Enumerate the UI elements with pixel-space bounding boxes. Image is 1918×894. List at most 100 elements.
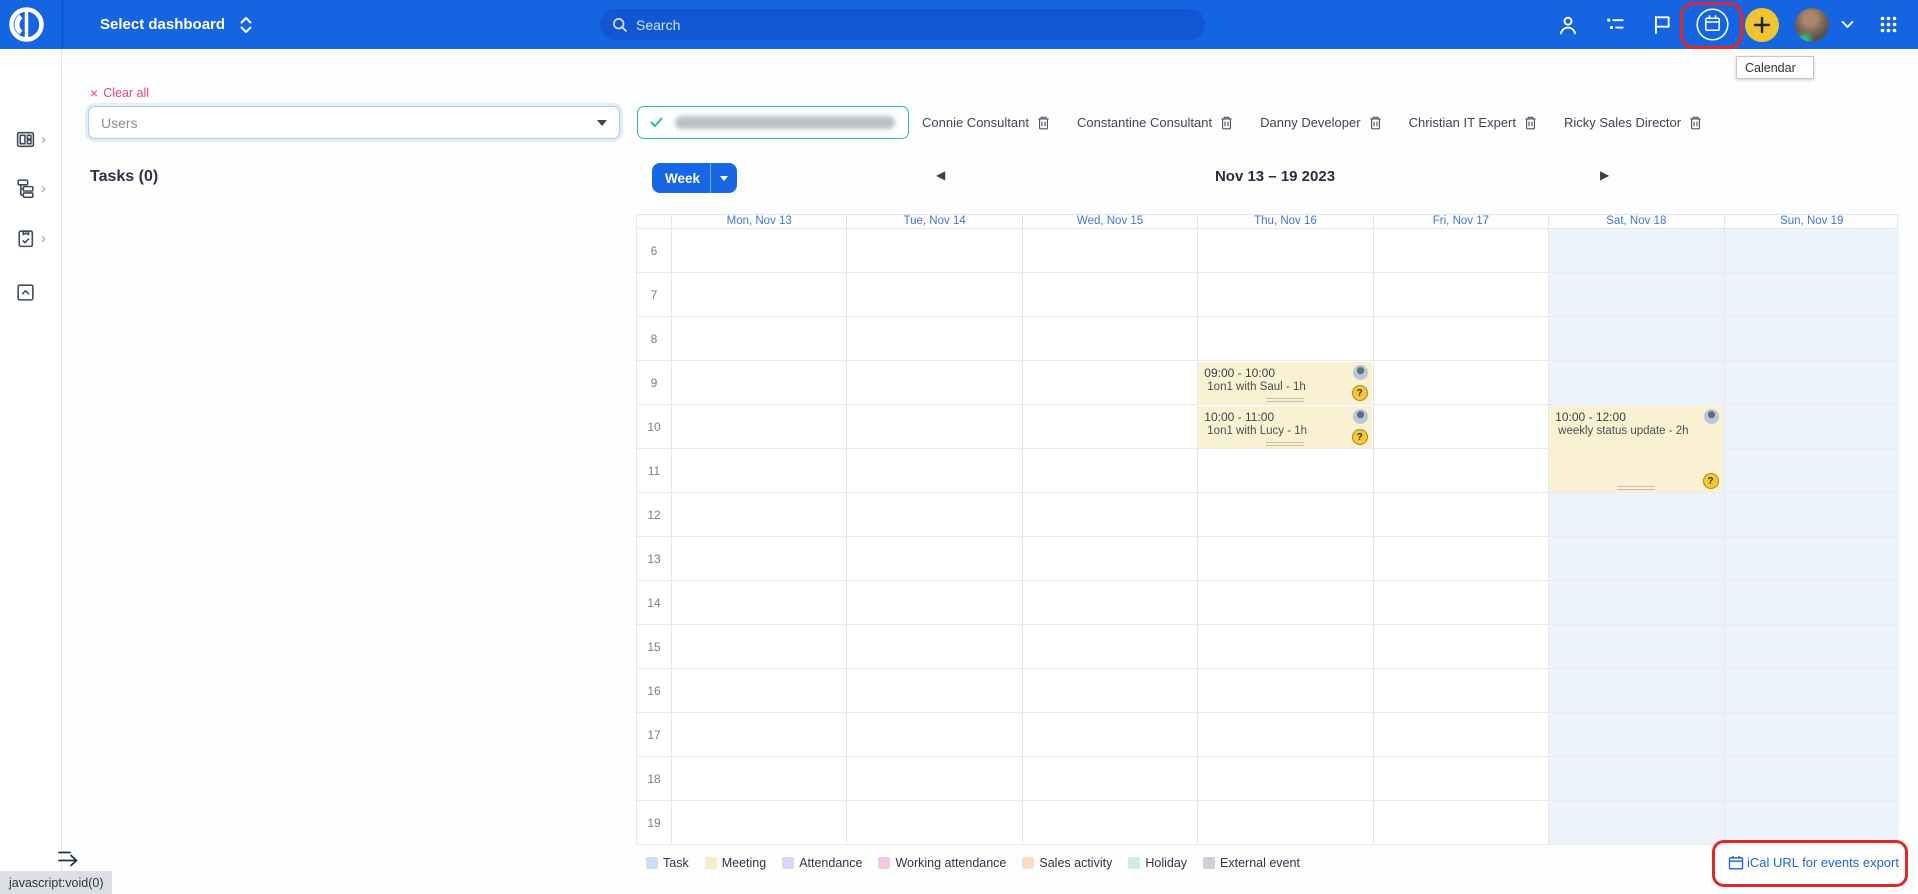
tasks-panel-title: Tasks (0) <box>90 168 159 185</box>
avatar-photo <box>1795 7 1829 42</box>
event-title: 1on1 with Lucy - 1h <box>1207 425 1308 437</box>
calendar-event[interactable]: 09:00 - 10:00 1on1 with Saul - 1h? <box>1198 362 1372 404</box>
collapse-box-icon <box>17 283 34 301</box>
expand-arrow-icon[interactable] <box>56 849 82 872</box>
delete-user-icon[interactable] <box>1036 115 1051 131</box>
dashboard-selector-label: Select dashboard <box>100 16 226 33</box>
event-title: 1on1 with Saul - 1h <box>1207 381 1306 393</box>
sidebar-item-hierarchy[interactable]: › <box>0 170 62 206</box>
selected-user-chip[interactable] <box>637 106 909 139</box>
user-chip: Connie Consultant <box>922 115 1051 131</box>
day-column[interactable] <box>671 229 847 845</box>
legend-swatch <box>704 857 717 869</box>
legend-label: Holiday <box>1145 856 1188 870</box>
delete-user-icon[interactable] <box>1523 115 1538 131</box>
checklist-icon[interactable] <box>1601 0 1629 49</box>
day-header: Thu, Nov 16 <box>1197 215 1372 228</box>
user-chip: Constantine Consultant <box>1077 115 1234 131</box>
hierarchy-icon <box>17 178 34 198</box>
next-week-button[interactable]: ▶ <box>1600 168 1610 182</box>
event-time: 10:00 - 11:00 <box>1204 410 1275 424</box>
legend-item: Holiday <box>1128 856 1187 870</box>
event-question-badge-icon[interactable]: ? <box>1351 429 1368 445</box>
legend-swatch <box>782 857 795 869</box>
day-column[interactable] <box>1548 229 1724 845</box>
legend-label: Attendance <box>799 856 863 870</box>
chevron-right-icon: › <box>41 179 46 197</box>
hour-label: 7 <box>650 288 658 302</box>
dashboard-icon <box>16 131 35 147</box>
legend-item: Task <box>646 856 689 870</box>
user-chip-name: Connie Consultant <box>922 115 1029 130</box>
day-header: Sat, Nov 18 <box>1548 215 1723 228</box>
search-input[interactable] <box>636 16 1176 33</box>
day-column[interactable] <box>1723 229 1899 845</box>
event-avatar-icon <box>1352 365 1368 380</box>
time-gutter: 6 7 8 9 10 11 12 13 14 15 16 17 18 19 <box>637 229 671 845</box>
users-select-value: Users <box>101 114 138 131</box>
delete-user-icon[interactable] <box>1688 115 1703 131</box>
sidebar-item-collapse[interactable] <box>0 274 62 310</box>
search-bar[interactable] <box>600 9 1205 40</box>
delete-user-icon[interactable] <box>1219 115 1234 131</box>
day-column[interactable] <box>1197 229 1373 845</box>
legend-item: Meeting <box>704 856 767 870</box>
check-icon <box>650 117 663 127</box>
apps-grid-icon[interactable] <box>1872 0 1904 49</box>
event-question-badge-icon[interactable]: ? <box>1351 385 1368 401</box>
hour-label: 8 <box>650 332 658 346</box>
app-logo-icon[interactable] <box>8 6 45 43</box>
dashboard-selector[interactable]: Select dashboard <box>100 0 253 49</box>
hour-label: 19 <box>647 816 661 830</box>
event-question-badge-icon[interactable]: ? <box>1702 473 1719 489</box>
event-resize-handle[interactable] <box>1265 398 1304 402</box>
week-view-label: Week <box>665 170 701 186</box>
legend-label: Working attendance <box>895 856 1007 870</box>
chevron-right-icon: › <box>41 229 46 247</box>
legend-swatch <box>646 857 658 869</box>
legend-label: Meeting <box>721 856 767 870</box>
event-avatar-icon <box>1352 409 1368 424</box>
day-header-row: Mon, Nov 13 Tue, Nov 14 Wed, Nov 15 Thu, No… <box>637 214 1899 229</box>
hour-label: 10 <box>647 420 661 434</box>
ical-export-link[interactable]: iCal URL for events export <box>1728 855 1899 870</box>
day-column[interactable] <box>1021 229 1198 845</box>
legend-swatch <box>878 857 891 869</box>
chevron-down-icon[interactable] <box>710 163 737 193</box>
sidebar-item-tasks[interactable]: › <box>0 220 62 256</box>
prev-week-button[interactable]: ◀ <box>936 168 946 182</box>
user-chips-row: Connie Consultant Constantine Consultant D… <box>922 106 1703 139</box>
add-button[interactable] <box>1745 0 1779 49</box>
week-view-button[interactable]: Week <box>652 163 738 193</box>
chevron-right-icon: › <box>41 130 46 148</box>
user-icon[interactable] <box>1554 0 1582 49</box>
legend-label: External event <box>1220 856 1300 870</box>
day-column[interactable] <box>1372 229 1549 845</box>
delete-user-icon[interactable] <box>1368 115 1383 131</box>
event-resize-handle[interactable] <box>1616 486 1655 490</box>
event-avatar-icon <box>1703 409 1719 424</box>
event-time: 09:00 - 10:00 <box>1204 366 1276 380</box>
avatar[interactable] <box>1795 0 1829 49</box>
user-chip-name: Ricky Sales Director <box>1564 115 1682 130</box>
hour-label: 13 <box>647 552 661 566</box>
legend-label: Sales activity <box>1039 856 1113 870</box>
event-resize-handle[interactable] <box>1265 442 1304 446</box>
calendar-icon[interactable] <box>1695 0 1729 49</box>
sidebar-item-dashboards[interactable]: › <box>0 121 62 157</box>
calendar-event[interactable]: 10:00 - 11:00 1on1 with Lucy - 1h? <box>1198 406 1372 448</box>
hour-label: 14 <box>647 596 661 610</box>
calendar-event[interactable]: 10:00 - 12:00 weekly status update - 2h? <box>1549 406 1723 492</box>
day-column[interactable] <box>846 229 1022 845</box>
hour-label: 15 <box>647 640 661 654</box>
flag-icon[interactable] <box>1648 0 1676 49</box>
user-chip: Ricky Sales Director <box>1564 115 1703 131</box>
hour-label: 6 <box>650 244 658 258</box>
clear-all-link[interactable]: × Clear all <box>90 86 149 100</box>
select-caret-icon <box>597 119 607 126</box>
legend-swatch <box>1022 857 1035 869</box>
chevron-down-icon[interactable] <box>1838 0 1856 49</box>
calendar-legend: Task Meeting Attendance Working attendance S… <box>646 856 1300 870</box>
users-filter-select[interactable]: Users <box>88 106 620 139</box>
hour-label: 12 <box>647 508 661 522</box>
